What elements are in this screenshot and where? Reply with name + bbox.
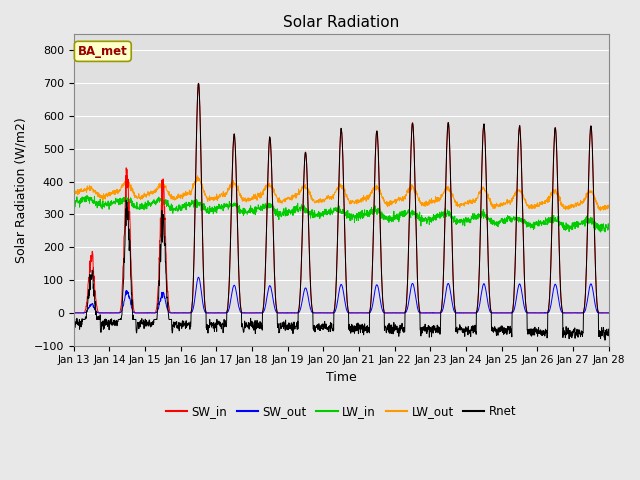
Rnet [601, 337, 609, 343]
Line: SW_in: SW_in [74, 83, 609, 313]
Line: Rnet: Rnet [74, 84, 609, 340]
LW_out [605, 203, 612, 209]
Rnet [573, 328, 580, 334]
Rnet [70, 323, 77, 328]
Legend: SW_in, SW_out, LW_in, LW_out, Rnet: SW_in, SW_out, LW_in, LW_out, Rnet [161, 400, 522, 422]
Rnet [357, 323, 365, 329]
X-axis label: Time: Time [326, 371, 356, 384]
SW_out [558, 310, 566, 315]
Line: LW_out: LW_out [74, 176, 609, 211]
LW_in [497, 218, 504, 224]
SW_in [573, 310, 580, 316]
Rnet [497, 326, 504, 332]
LW_out [193, 173, 201, 179]
SW_in [497, 310, 504, 316]
SW_in [70, 310, 77, 316]
LW_out [369, 188, 376, 194]
Rnet [558, 303, 566, 309]
Rnet [220, 330, 227, 336]
SW_in [369, 268, 376, 274]
SW_out [195, 275, 202, 280]
SW_in [357, 310, 365, 316]
LW_in [357, 209, 365, 215]
Title: Solar Radiation: Solar Radiation [283, 15, 399, 30]
LW_in [83, 193, 91, 199]
LW_out [220, 189, 227, 195]
SW_out [70, 310, 78, 316]
Line: SW_out: SW_out [74, 277, 609, 313]
LW_out [497, 203, 504, 208]
Y-axis label: Solar Radiation (W/m2): Solar Radiation (W/m2) [15, 117, 28, 263]
LW_in [573, 219, 580, 225]
LW_in [558, 219, 566, 225]
Rnet [369, 268, 376, 274]
SW_out [497, 310, 505, 316]
LW_in [220, 208, 227, 214]
SW_out [573, 310, 580, 316]
LW_out [573, 202, 580, 207]
SW_in [558, 304, 566, 310]
SW_in [195, 80, 202, 86]
LW_in [605, 226, 612, 232]
SW_in [605, 310, 612, 316]
LW_out [596, 208, 604, 214]
LW_out [357, 197, 365, 203]
SW_out [369, 302, 376, 308]
LW_out [558, 201, 566, 207]
SW_out [220, 310, 227, 316]
Text: BA_met: BA_met [78, 45, 128, 58]
Rnet [605, 333, 612, 339]
LW_in [70, 204, 77, 210]
SW_out [357, 310, 365, 316]
SW_in [220, 310, 227, 316]
LW_in [369, 209, 376, 215]
LW_out [70, 192, 77, 198]
Rnet [195, 81, 202, 86]
LW_in [596, 229, 604, 235]
SW_out [605, 310, 612, 316]
SW_out [70, 310, 77, 316]
Line: LW_in: LW_in [74, 196, 609, 232]
